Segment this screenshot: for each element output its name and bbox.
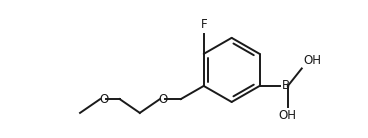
Text: OH: OH — [279, 109, 297, 122]
Text: F: F — [201, 18, 207, 31]
Text: O: O — [159, 93, 168, 106]
Text: B: B — [282, 79, 290, 92]
Text: OH: OH — [303, 54, 321, 67]
Text: O: O — [99, 93, 108, 106]
